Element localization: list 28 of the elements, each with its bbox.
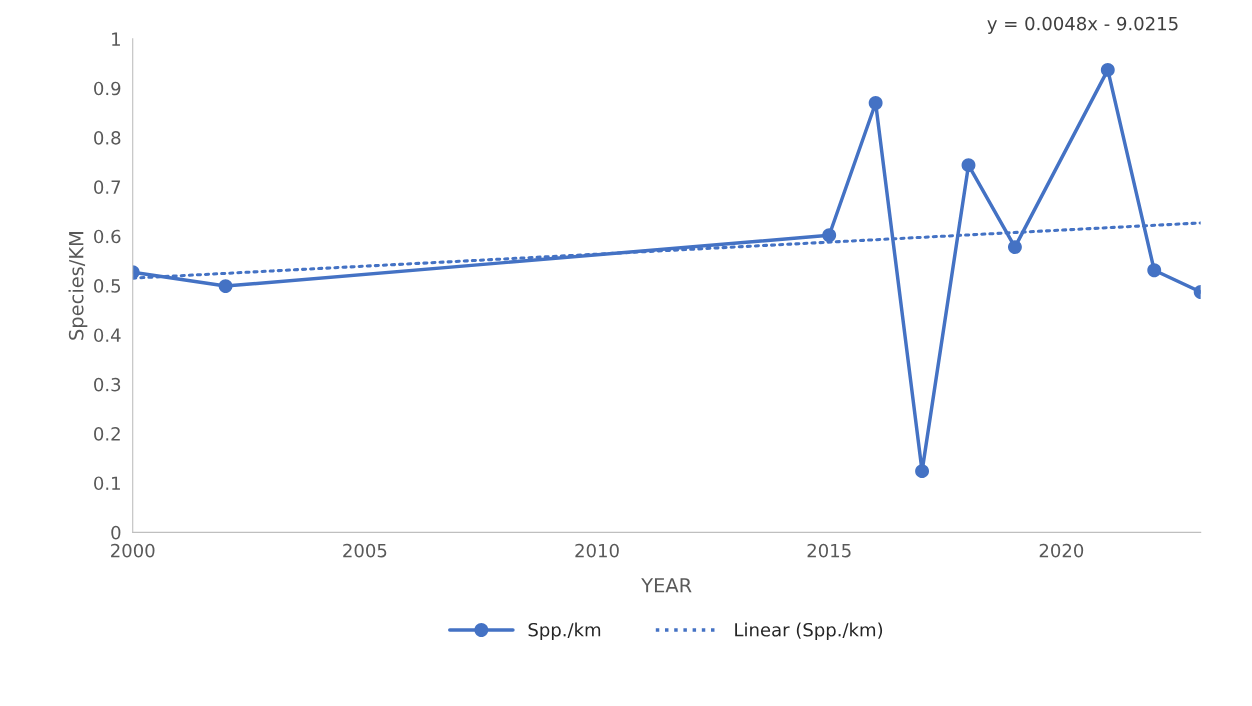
- x-tick-label: 2010: [575, 543, 619, 558]
- y-tick-label: 0.1: [94, 476, 120, 491]
- y-tick-label: 0.9: [94, 81, 121, 96]
- point: [868, 96, 883, 110]
- point: [961, 158, 976, 173]
- y-tick-label: 0.2: [94, 427, 120, 441]
- y-tick-label: 0.6: [94, 229, 121, 244]
- point: [915, 464, 930, 479]
- y-tick-label: 0.4: [94, 328, 121, 343]
- y-tick-label: 0.7: [94, 180, 121, 194]
- legend-label: Spp./km: [528, 622, 601, 641]
- point: [822, 228, 837, 243]
- y-axis-title: Species/KM: [68, 232, 88, 340]
- x-axis-title: YEAR: [641, 578, 692, 593]
- y-tick-label: 0.5: [94, 279, 121, 293]
- y-tick-label: 0.3: [94, 377, 121, 392]
- point: [1100, 62, 1115, 77]
- x-tick-label: 2000: [111, 543, 155, 558]
- x-tick-label: 2020: [1039, 543, 1084, 558]
- y-tick-label: 0: [111, 525, 121, 540]
- x-tick-label: 2005: [343, 543, 387, 558]
- y-tick-label: 0.8: [94, 130, 121, 145]
- y-tick-label: 1: [112, 32, 120, 46]
- point: [1007, 240, 1022, 255]
- legend-label: Linear (Spp./km): [735, 622, 883, 641]
- point: [1147, 263, 1162, 278]
- x-tick-label: 2015: [807, 543, 851, 558]
- text: y = 0.0048x - 9.0215: [987, 16, 1178, 34]
